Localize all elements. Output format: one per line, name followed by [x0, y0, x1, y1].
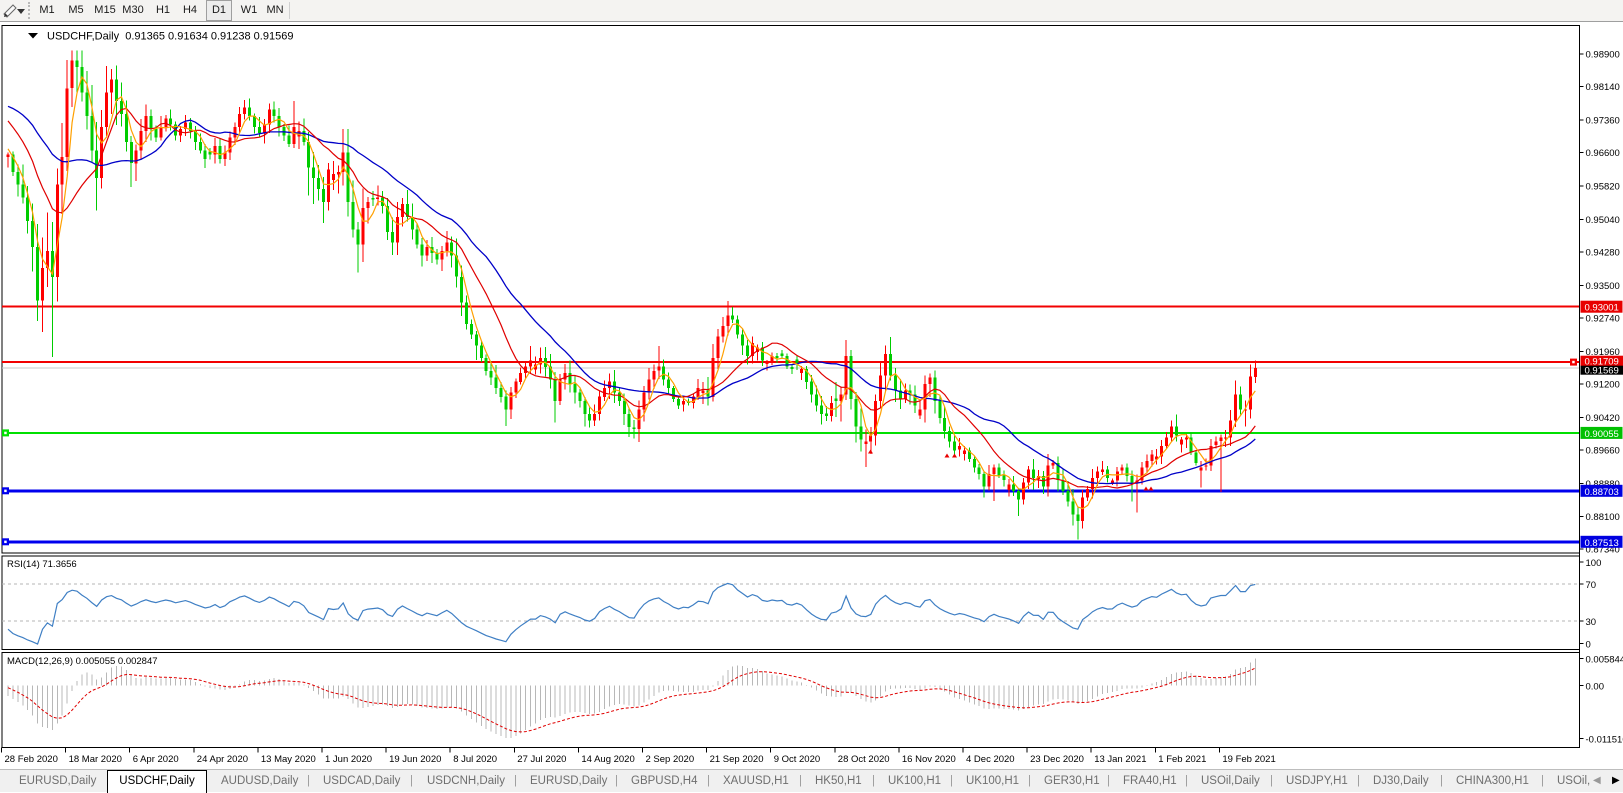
svg-text:0.90055: 0.90055 — [1585, 429, 1619, 440]
svg-text:28 Oct 2020: 28 Oct 2020 — [838, 754, 890, 765]
svg-text:18 Mar 2020: 18 Mar 2020 — [69, 754, 122, 765]
svg-text:0.98140: 0.98140 — [1586, 82, 1620, 93]
svg-text:28 Feb 2020: 28 Feb 2020 — [5, 754, 58, 765]
svg-text:13 May 2020: 13 May 2020 — [261, 754, 316, 765]
svg-text:0.93001: 0.93001 — [1585, 303, 1619, 314]
svg-text:0.005844: 0.005844 — [1586, 655, 1623, 666]
svg-text:0.96600: 0.96600 — [1586, 148, 1620, 159]
svg-text:0.97360: 0.97360 — [1586, 116, 1620, 127]
svg-text:0: 0 — [1586, 639, 1591, 650]
svg-text:0.94280: 0.94280 — [1586, 247, 1620, 258]
svg-text:16 Nov 2020: 16 Nov 2020 — [902, 754, 956, 765]
svg-text:0.91200: 0.91200 — [1586, 379, 1620, 390]
svg-text:0.88703: 0.88703 — [1585, 487, 1619, 498]
svg-text:0.90420: 0.90420 — [1586, 413, 1620, 424]
svg-text:70: 70 — [1586, 580, 1597, 591]
svg-text:0.92740: 0.92740 — [1586, 313, 1620, 324]
svg-text:0.88100: 0.88100 — [1586, 512, 1620, 523]
svg-text:USDCHF,Daily 0.91365 0.91634: USDCHF,Daily 0.91365 0.91634 0.91238 0.9… — [47, 31, 293, 43]
svg-text:1 Jun 2020: 1 Jun 2020 — [325, 754, 372, 765]
svg-text:1 Feb 2021: 1 Feb 2021 — [1158, 754, 1206, 765]
svg-text:13 Jan 2021: 13 Jan 2021 — [1094, 754, 1146, 765]
svg-text:23 Dec 2020: 23 Dec 2020 — [1030, 754, 1084, 765]
svg-text:19 Jun 2020: 19 Jun 2020 — [389, 754, 441, 765]
svg-text:24 Apr 2020: 24 Apr 2020 — [197, 754, 248, 765]
svg-text:0.95040: 0.95040 — [1586, 215, 1620, 226]
svg-text:30: 30 — [1586, 617, 1597, 628]
svg-text:-0.011516: -0.011516 — [1586, 734, 1623, 745]
svg-text:0.89660: 0.89660 — [1586, 445, 1620, 456]
svg-text:0.00: 0.00 — [1586, 681, 1605, 692]
svg-text:21 Sep 2020: 21 Sep 2020 — [710, 754, 764, 765]
svg-text:0.98900: 0.98900 — [1586, 50, 1620, 61]
svg-text:0.95820: 0.95820 — [1586, 181, 1620, 192]
svg-text:100: 100 — [1586, 558, 1602, 569]
svg-text:6 Apr 2020: 6 Apr 2020 — [133, 754, 179, 765]
svg-text:MACD(12,26,9) 0.005055 0.00284: MACD(12,26,9) 0.005055 0.002847 — [7, 656, 158, 667]
svg-text:19 Feb 2021: 19 Feb 2021 — [1222, 754, 1275, 765]
svg-text:9 Oct 2020: 9 Oct 2020 — [774, 754, 820, 765]
svg-text:27 Jul 2020: 27 Jul 2020 — [517, 754, 566, 765]
svg-text:RSI(14) 71.3656: RSI(14) 71.3656 — [7, 559, 77, 570]
svg-text:14 Aug 2020: 14 Aug 2020 — [581, 754, 634, 765]
svg-text:2 Sep 2020: 2 Sep 2020 — [646, 754, 695, 765]
svg-text:0.93500: 0.93500 — [1586, 281, 1620, 292]
svg-text:0.91569: 0.91569 — [1585, 366, 1619, 377]
svg-text:4 Dec 2020: 4 Dec 2020 — [966, 754, 1015, 765]
svg-text:0.87513: 0.87513 — [1585, 538, 1619, 549]
svg-text:8 Jul 2020: 8 Jul 2020 — [453, 754, 497, 765]
